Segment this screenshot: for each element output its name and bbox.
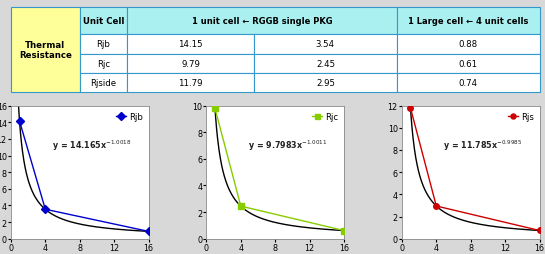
Text: Rjc: Rjc [97, 60, 110, 69]
Text: y = 11.785x$^{-0.9985}$: y = 11.785x$^{-0.9985}$ [443, 138, 523, 153]
Text: Thermal
Resistance: Thermal Resistance [19, 41, 72, 60]
FancyBboxPatch shape [254, 35, 397, 54]
Text: 1 Large cell ← 4 unit cells: 1 Large cell ← 4 unit cells [408, 17, 528, 26]
Text: y = 14.165x$^{-1.0018}$: y = 14.165x$^{-1.0018}$ [52, 138, 132, 153]
FancyBboxPatch shape [397, 74, 540, 93]
Rjb [16, 120, 23, 123]
Text: Unit Cell: Unit Cell [83, 17, 124, 26]
Rjc [238, 205, 244, 208]
FancyBboxPatch shape [80, 35, 127, 54]
Text: 0.61: 0.61 [459, 60, 478, 69]
FancyBboxPatch shape [127, 35, 254, 54]
FancyBboxPatch shape [127, 54, 254, 74]
Text: 0.88: 0.88 [459, 40, 478, 49]
Rjs [407, 107, 414, 110]
Text: 1 unit cell ← RGGB single PKG: 1 unit cell ← RGGB single PKG [192, 17, 332, 26]
FancyBboxPatch shape [254, 54, 397, 74]
Rjb [146, 230, 152, 233]
Text: 14.15: 14.15 [178, 40, 203, 49]
FancyBboxPatch shape [397, 35, 540, 54]
Text: 2.95: 2.95 [316, 79, 335, 88]
FancyBboxPatch shape [127, 74, 254, 93]
Text: y = 9.7983x$^{-1.0011}$: y = 9.7983x$^{-1.0011}$ [247, 138, 327, 153]
Rjc [341, 229, 347, 232]
Rjs [536, 229, 543, 232]
FancyBboxPatch shape [80, 74, 127, 93]
Line: Rjs: Rjs [408, 106, 542, 233]
Text: 0.74: 0.74 [459, 79, 478, 88]
FancyBboxPatch shape [80, 8, 127, 35]
Text: Rjside: Rjside [90, 79, 117, 88]
Legend: Rjb: Rjb [114, 110, 144, 123]
Rjs [433, 205, 440, 208]
Line: Rjc: Rjc [212, 106, 347, 233]
Rjc [211, 107, 218, 110]
FancyBboxPatch shape [11, 8, 80, 93]
Text: 11.79: 11.79 [178, 79, 203, 88]
FancyBboxPatch shape [80, 54, 127, 74]
Legend: Rjs: Rjs [506, 110, 535, 123]
Text: 3.54: 3.54 [316, 40, 335, 49]
Line: Rjb: Rjb [17, 119, 152, 234]
Text: 2.45: 2.45 [316, 60, 335, 69]
Text: Rjb: Rjb [96, 40, 110, 49]
FancyBboxPatch shape [397, 54, 540, 74]
FancyBboxPatch shape [397, 8, 540, 35]
Legend: Rjc: Rjc [310, 110, 340, 123]
Rjb [42, 208, 49, 211]
FancyBboxPatch shape [254, 74, 397, 93]
FancyBboxPatch shape [127, 8, 397, 35]
Text: 9.79: 9.79 [181, 60, 200, 69]
